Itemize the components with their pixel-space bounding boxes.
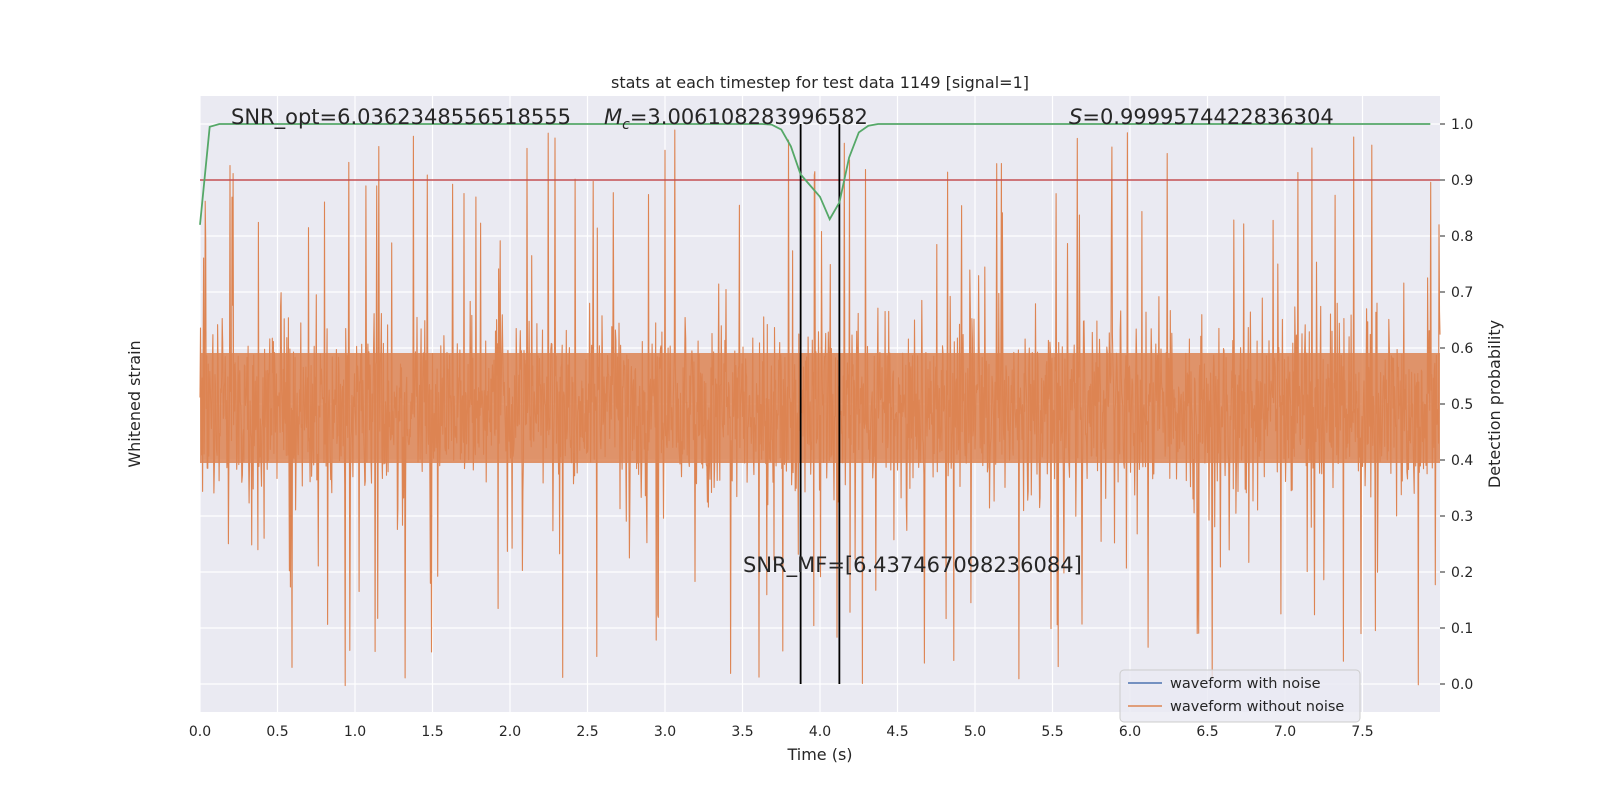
y-tick-label: 0.4 (1451, 453, 1473, 469)
waveform-band (200, 353, 1440, 463)
y-tick-label: 0.3 (1451, 509, 1473, 525)
x-tick-label: 1.0 (344, 724, 366, 740)
y-tick-label: 1.0 (1451, 117, 1473, 133)
x-tick-label: 6.5 (1196, 724, 1218, 740)
x-tick-label: 7.5 (1351, 724, 1373, 740)
annotation-snr-mf: SNR_MF=[6.437467098236084] (743, 553, 1082, 578)
overlays (199, 123, 1440, 684)
waveform-series (199, 129, 1441, 687)
y-axis-label-left: Whitened strain (125, 340, 144, 467)
annotation-chirp-mass: Mc=3.006108283996582 (604, 105, 868, 133)
annotation-mc-subscript: c (622, 117, 630, 133)
y-tick-label: 0.7 (1451, 285, 1473, 301)
annotation-mc-symbol: M (604, 105, 622, 129)
y-tick-label: 0.5 (1451, 397, 1473, 413)
x-tick-label: 6.0 (1119, 724, 1141, 740)
y-tick-label: 0.0 (1451, 677, 1473, 693)
legend: waveform with noise waveform without noi… (1119, 669, 1361, 723)
x-tick-label: 7.0 (1274, 724, 1296, 740)
ticks: 0.0 0.5 1.0 1.5 2.0 2.5 3.0 3.5 4.0 4.5 5.0 5.5 6.0 6… (189, 117, 1473, 740)
x-tick-label: 3.0 (654, 724, 676, 740)
x-tick-label: 4.5 (886, 724, 908, 740)
y-tick-label: 0.2 (1451, 565, 1473, 581)
detection-probability-line (199, 123, 1431, 225)
y-tick-label: 0.8 (1451, 229, 1473, 245)
annotation-score: S=0.9999574422836304 (1069, 105, 1334, 129)
legend-frame (1119, 669, 1361, 723)
y-tick-label: 0.6 (1451, 341, 1473, 357)
annotation-s-value: =0.9999574422836304 (1082, 105, 1333, 129)
chart-title: stats at each timestep for test data 114… (611, 73, 1029, 92)
x-tick-label: 4.0 (809, 724, 831, 740)
y-tick-label: 0.1 (1451, 621, 1473, 637)
x-tick-label: 5.5 (1041, 724, 1063, 740)
legend-label-with-noise: waveform with noise (1170, 676, 1321, 692)
x-tick-label: 1.5 (421, 724, 443, 740)
annotation-mc-value: =3.006108283996582 (630, 105, 868, 129)
legend-label-without-noise: waveform without noise (1170, 699, 1344, 715)
y-tick-label: 0.9 (1451, 173, 1473, 189)
x-tick-label: 3.5 (731, 724, 753, 740)
annotation-s-symbol: S (1069, 105, 1082, 129)
x-tick-label: 2.5 (576, 724, 598, 740)
x-tick-label: 0.0 (189, 724, 211, 740)
annotation-snr-opt: SNR_opt=6.0362348556518555 (231, 105, 571, 130)
x-tick-label: 2.0 (499, 724, 521, 740)
x-tick-label: 0.5 (266, 724, 288, 740)
y-axis-label-right: Detection probability (1485, 320, 1504, 488)
x-axis-label: Time (s) (786, 745, 852, 764)
x-tick-label: 5.0 (964, 724, 986, 740)
